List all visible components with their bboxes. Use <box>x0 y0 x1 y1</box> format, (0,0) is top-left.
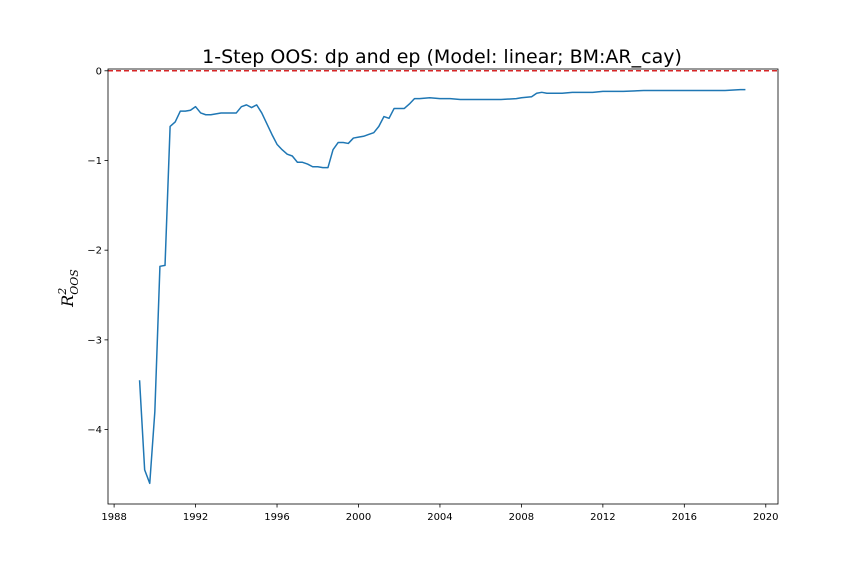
chart-title: 1-Step OOS: dp and ep (Model: linear; BM… <box>202 46 682 68</box>
x-tick-label-2020: 2020 <box>753 512 778 523</box>
plot-frame <box>107 68 779 505</box>
y-tick-label-0: 0 <box>96 66 102 77</box>
x-tick-label-2004: 2004 <box>427 512 452 523</box>
x-tick-label-2012: 2012 <box>590 512 615 523</box>
x-tick-label-1992: 1992 <box>183 512 208 523</box>
x-tick-label-2016: 2016 <box>672 512 697 523</box>
plot-area: 1988 1992 1996 2000 2004 2008 2012 2016 2020 0 −1 −… <box>87 66 778 523</box>
y-axis-label-base: R <box>58 295 77 308</box>
x-tick-label-1996: 1996 <box>264 512 289 523</box>
x-tick-label-2000: 2000 <box>346 512 371 523</box>
y-axis-label: R2OOS <box>56 269 81 308</box>
x-tick-label-2008: 2008 <box>509 512 534 523</box>
y-axis-label-sup: 2 <box>56 288 69 296</box>
y-axis-label-sub: OOS <box>68 269 81 295</box>
y-tick-label-1: −1 <box>87 156 102 167</box>
x-tick-label-1988: 1988 <box>101 512 126 523</box>
y-tick-label-2: −2 <box>87 246 102 257</box>
y-tick-label-4: −4 <box>87 425 102 436</box>
series-line-0 <box>138 88 746 485</box>
y-tick-label-3: −3 <box>87 335 102 346</box>
